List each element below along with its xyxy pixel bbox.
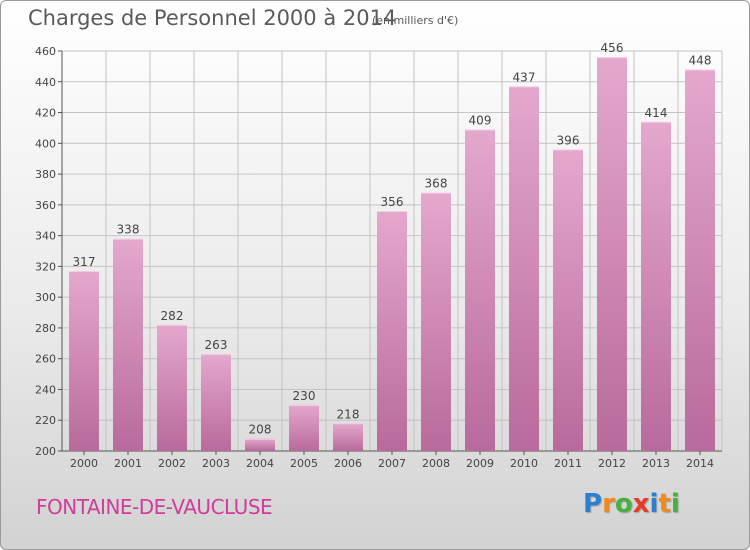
- y-tick-label: 220: [35, 414, 56, 427]
- data-label: 437: [513, 70, 536, 84]
- x-tick-label: 2011: [554, 457, 582, 470]
- x-tick-label: 2003: [202, 457, 230, 470]
- y-tick-label: 400: [35, 137, 56, 150]
- data-label: 448: [689, 53, 712, 67]
- chart-unit: (en milliers d'€): [372, 14, 459, 27]
- y-tick-label: 380: [35, 168, 56, 181]
- x-tick-label: 2013: [642, 457, 670, 470]
- x-tick-label: 2009: [466, 457, 494, 470]
- place-name: FONTAINE-DE-VAUCLUSE: [36, 495, 273, 519]
- x-tick-label: 2007: [378, 457, 406, 470]
- x-tick-label: 2002: [158, 457, 186, 470]
- logo-letter: P: [583, 489, 603, 519]
- data-label: 409: [469, 113, 492, 127]
- x-tick-label: 2005: [290, 457, 318, 470]
- data-label: 368: [425, 177, 448, 191]
- bar: [113, 238, 143, 451]
- data-label: 317: [73, 255, 96, 269]
- bar: [641, 121, 671, 452]
- bar: [377, 211, 407, 451]
- data-label: 396: [557, 133, 580, 147]
- proxiti-logo: Proxiti: [583, 489, 680, 519]
- data-label: 414: [645, 106, 668, 120]
- data-label: 456: [601, 41, 624, 55]
- bar: [69, 271, 99, 451]
- y-tick-label: 460: [35, 45, 56, 58]
- x-tick-label: 2004: [246, 457, 274, 470]
- data-label: 218: [337, 407, 360, 421]
- data-label: 338: [117, 223, 140, 237]
- x-tick-label: 2012: [598, 457, 626, 470]
- logo-letter: t: [658, 489, 671, 519]
- data-label: 263: [205, 338, 228, 352]
- x-tick-label: 2008: [422, 457, 450, 470]
- x-tick-label: 2010: [510, 457, 538, 470]
- x-tick-label: 2001: [114, 457, 142, 470]
- bar: [553, 149, 583, 451]
- y-tick-label: 260: [35, 353, 56, 366]
- y-tick-label: 420: [35, 107, 56, 120]
- y-tick-label: 320: [35, 260, 56, 273]
- data-label: 230: [293, 389, 316, 403]
- data-label: 208: [249, 423, 272, 437]
- chart-title: Charges de Personnel 2000 à 2014: [28, 6, 397, 30]
- logo-letter: i: [670, 489, 680, 519]
- bar: [157, 324, 187, 451]
- x-tick-label: 2000: [70, 457, 98, 470]
- y-tick-label: 200: [35, 445, 56, 458]
- logo-letter: x: [632, 489, 650, 519]
- y-tick-label: 440: [35, 76, 56, 89]
- bar: [289, 404, 319, 451]
- bar: [333, 423, 363, 451]
- bar: [465, 129, 495, 451]
- y-tick-label: 300: [35, 291, 56, 304]
- y-tick-label: 280: [35, 322, 56, 335]
- bar: [421, 192, 451, 452]
- bar: [245, 438, 275, 451]
- data-label: 356: [381, 195, 404, 209]
- logo-letter: o: [614, 489, 633, 519]
- y-tick-label: 360: [35, 199, 56, 212]
- logo-letter: r: [602, 489, 615, 519]
- y-tick-label: 240: [35, 383, 56, 396]
- bar: [509, 86, 539, 451]
- data-label: 282: [161, 309, 184, 323]
- y-tick-label: 340: [35, 230, 56, 243]
- x-tick-label: 2006: [334, 457, 362, 470]
- x-tick-label: 2014: [686, 457, 714, 470]
- bar: [685, 69, 715, 451]
- bar: [597, 57, 627, 452]
- bar: [201, 354, 231, 451]
- logo-letter: i: [649, 489, 659, 519]
